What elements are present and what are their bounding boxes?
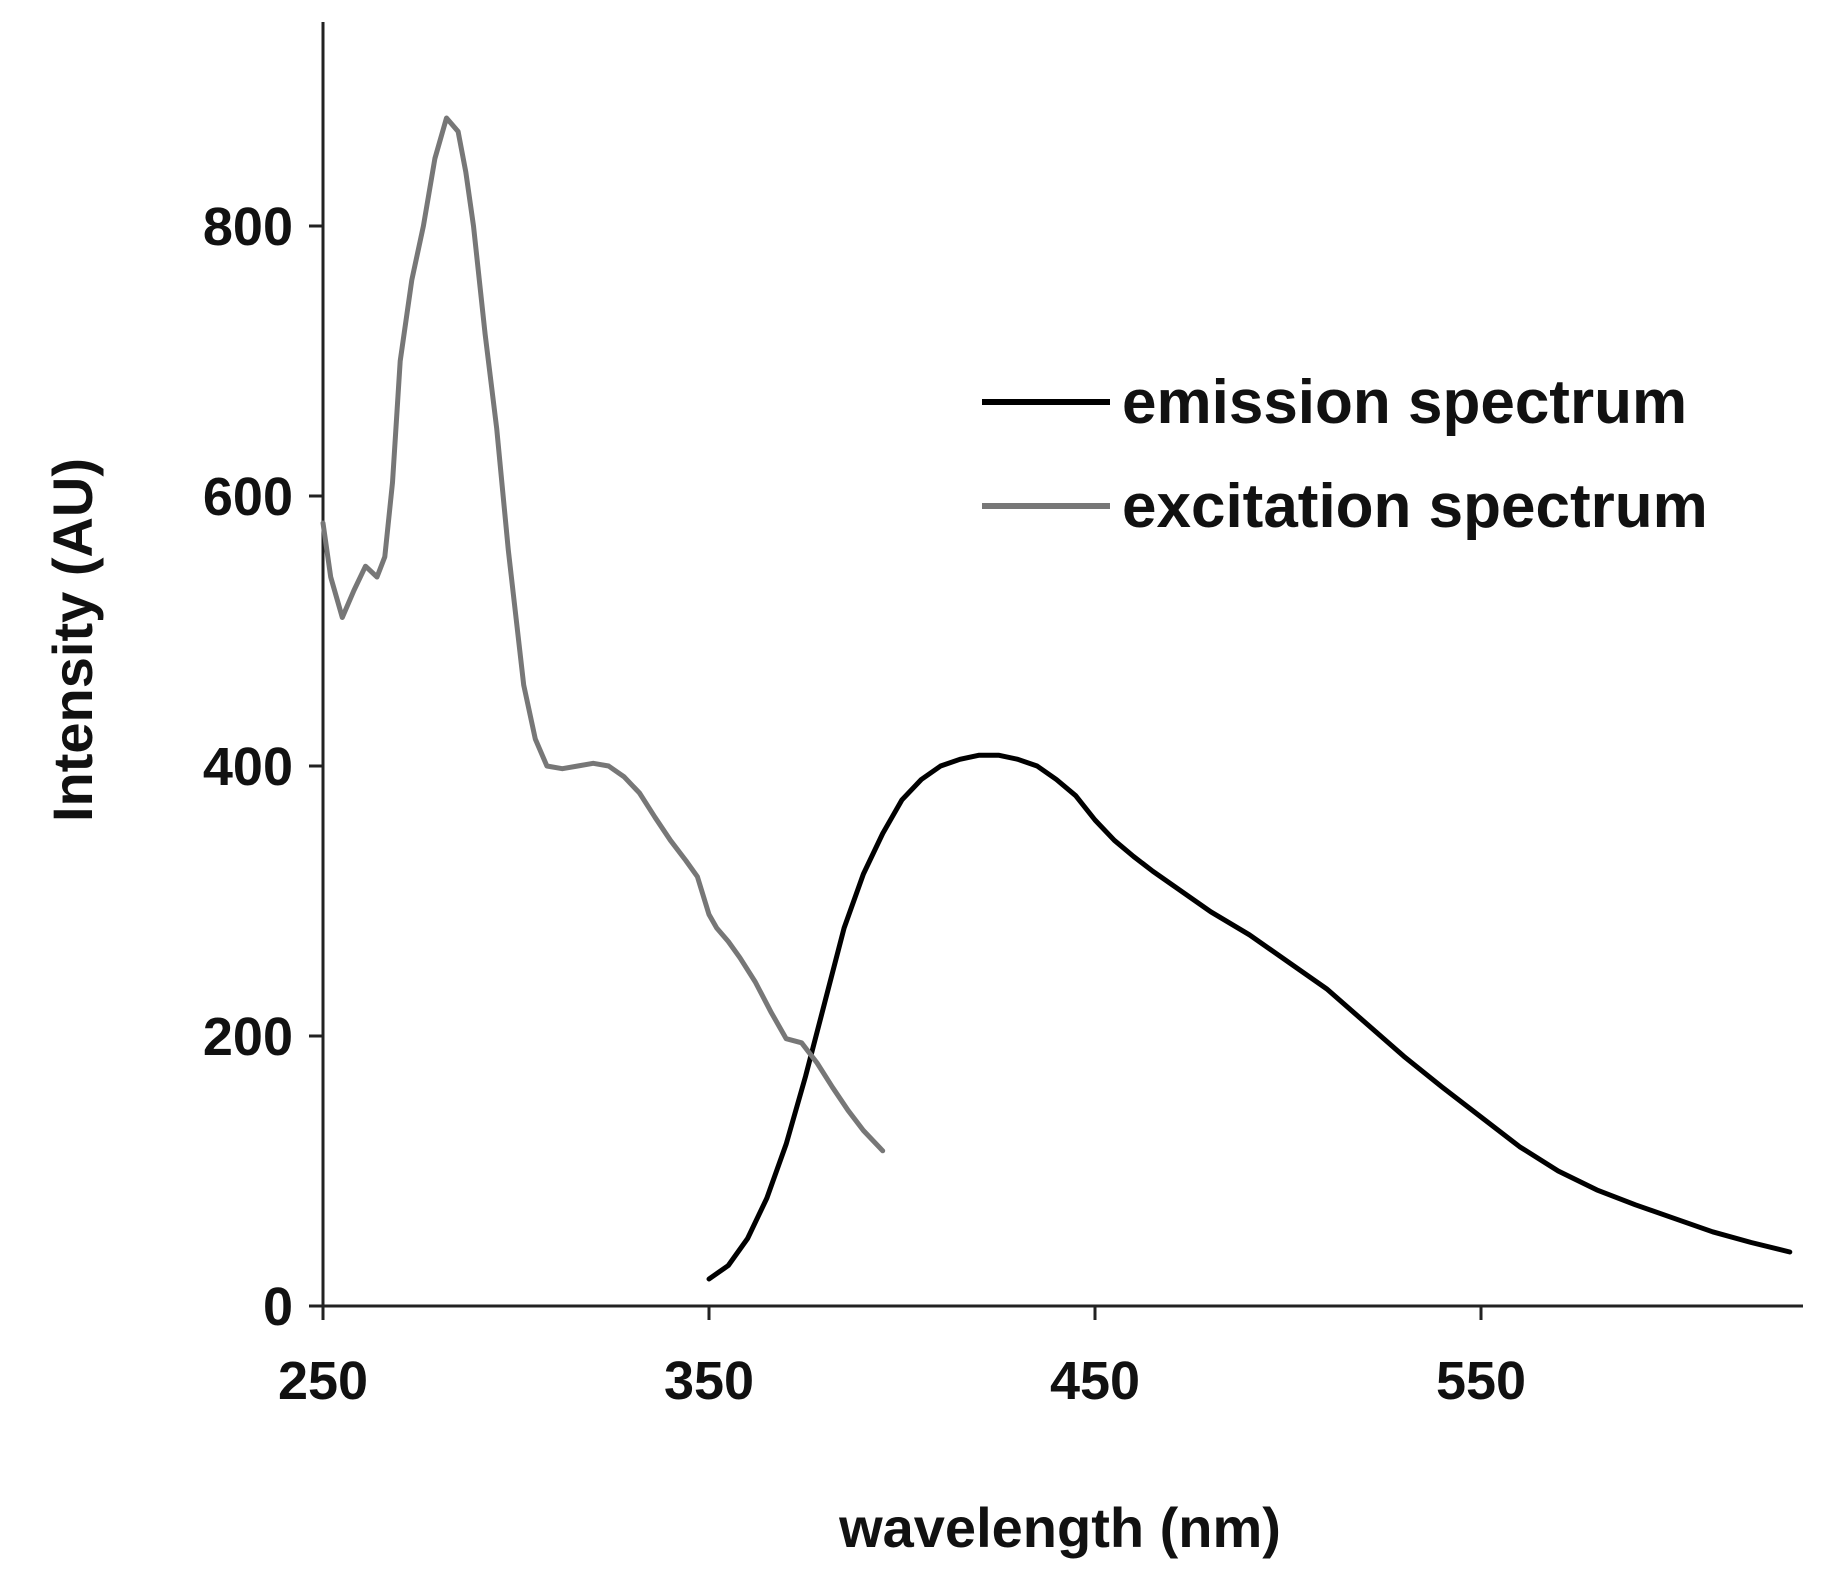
x-tick-label-250: 250 xyxy=(278,1351,368,1411)
axes-layer: 0 200 400 600 800 250 350 450 550 wavelength (nm)… xyxy=(41,22,1803,1559)
legend-label-emission-spectrum: emission spectrum xyxy=(1122,368,1687,437)
series-layer xyxy=(320,115,1793,1282)
x-tick-label-350: 350 xyxy=(664,1351,754,1411)
y-tick-label-600: 600 xyxy=(203,467,293,527)
x-axis-title: wavelength (nm) xyxy=(838,1496,1281,1559)
x-tick-label-550: 550 xyxy=(1436,1351,1526,1411)
y-tick-label-400: 400 xyxy=(203,737,293,797)
y-tick-label-800: 800 xyxy=(203,197,293,257)
y-tick-label-0: 0 xyxy=(263,1277,293,1337)
legend-label-excitation-spectrum: excitation spectrum xyxy=(1122,472,1708,541)
y-axis-title: Intensity (AU) xyxy=(41,458,104,822)
emission-spectrum-line xyxy=(706,752,1793,1282)
x-tick-label-450: 450 xyxy=(1050,1351,1140,1411)
legend: emission spectrum excitation spectrum xyxy=(982,368,1708,541)
y-tick-label-200: 200 xyxy=(203,1007,293,1067)
excitation-spectrum-line xyxy=(320,115,886,1154)
